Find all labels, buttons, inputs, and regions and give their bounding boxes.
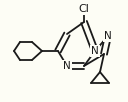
Text: N: N — [91, 46, 99, 56]
Text: N: N — [104, 31, 112, 41]
Text: Cl: Cl — [79, 4, 89, 14]
Text: N: N — [63, 61, 71, 71]
